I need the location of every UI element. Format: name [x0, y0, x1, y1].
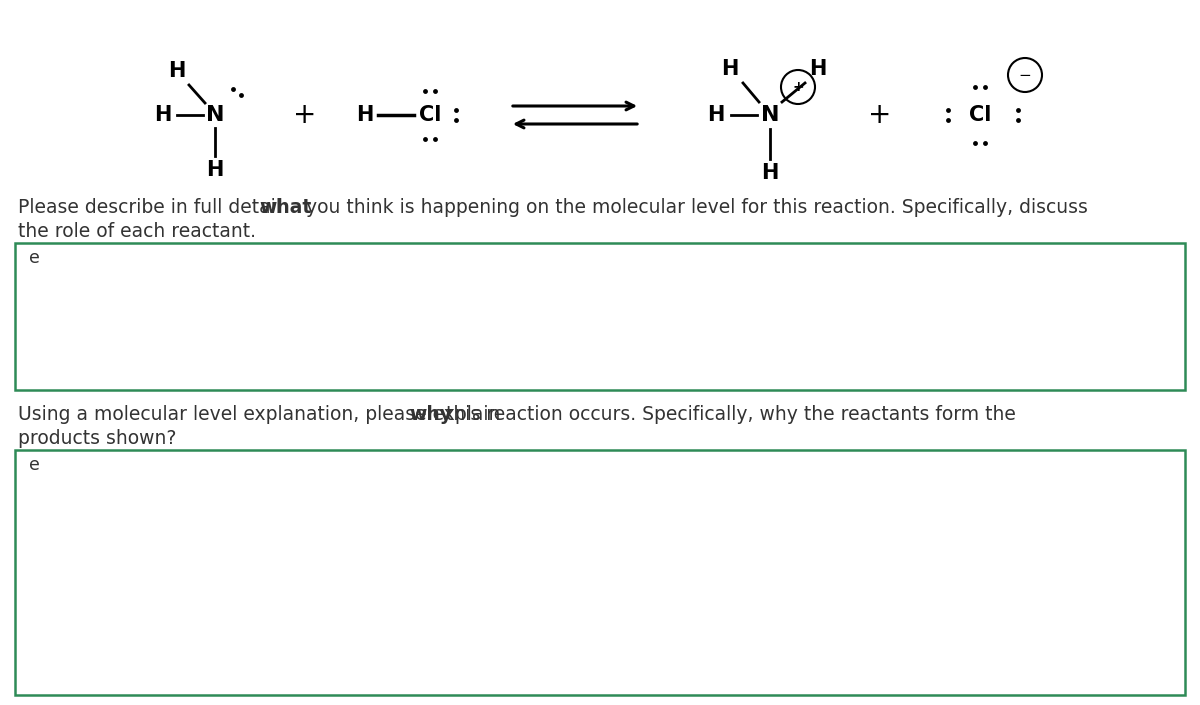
Text: Using a molecular level explanation, please explain: Using a molecular level explanation, ple… [18, 405, 506, 424]
Text: why: why [409, 405, 452, 424]
Text: −: − [1019, 68, 1031, 82]
Text: what: what [259, 198, 312, 217]
Text: H: H [809, 59, 827, 79]
Text: Cl: Cl [968, 105, 991, 125]
Text: the role of each reactant.: the role of each reactant. [18, 222, 256, 241]
Text: H: H [155, 105, 172, 125]
Text: +: + [293, 101, 317, 129]
Text: you think is happening on the molecular level for this reaction. Specifically, d: you think is happening on the molecular … [300, 198, 1088, 217]
Text: H: H [707, 105, 725, 125]
Text: N: N [761, 105, 779, 125]
Text: e: e [30, 455, 41, 474]
Text: H: H [168, 61, 186, 81]
Text: products shown?: products shown? [18, 429, 176, 448]
Text: H: H [356, 105, 373, 125]
Text: H: H [206, 160, 223, 180]
Text: +: + [792, 80, 804, 94]
Text: H: H [761, 163, 779, 183]
Text: Cl: Cl [419, 105, 442, 125]
Text: H: H [721, 59, 739, 79]
Text: this reaction occurs. Specifically, why the reactants form the: this reaction occurs. Specifically, why … [440, 405, 1016, 424]
Text: e: e [30, 249, 41, 266]
Text: Please describe in full detail: Please describe in full detail [18, 198, 287, 217]
Text: N: N [205, 105, 224, 125]
Text: +: + [869, 101, 892, 129]
